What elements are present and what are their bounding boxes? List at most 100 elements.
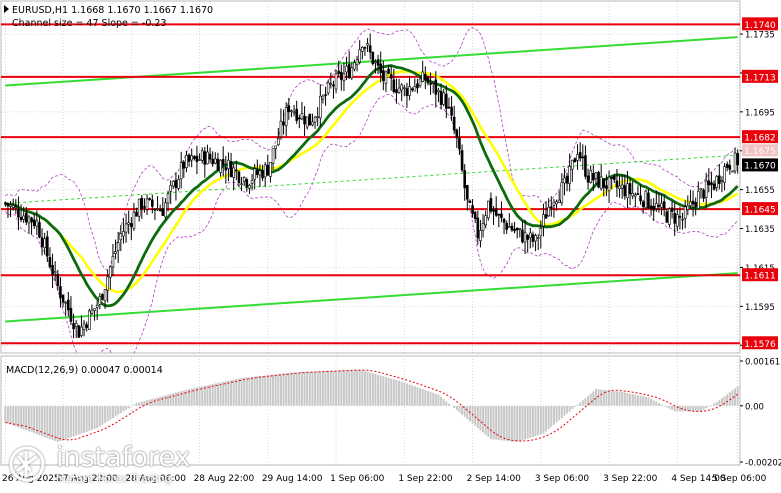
macd-histogram-bar: [182, 390, 185, 406]
macd-histogram-bar: [9, 405, 12, 425]
x-tick-label: 28 Aug 06:00: [125, 474, 186, 484]
candle-body: [232, 167, 235, 178]
macd-histogram-bar: [59, 405, 62, 442]
candle-body: [647, 192, 650, 209]
macd-histogram-bar: [153, 398, 156, 406]
macd-histogram-bar: [258, 376, 261, 406]
candle-body: [206, 151, 209, 165]
candle-body: [124, 223, 128, 233]
macd-histogram-bar: [106, 405, 109, 422]
macd-histogram-bar: [80, 405, 83, 434]
macd-histogram-bar: [697, 405, 700, 412]
candle-body: [534, 235, 537, 242]
indicator-info: Channel size = 47 Slope = -0.23: [12, 18, 167, 29]
candle-body: [387, 68, 390, 74]
macd-histogram-bar: [592, 391, 595, 406]
macd-histogram-bar: [479, 405, 482, 431]
moving-average-slow: [4, 64, 739, 308]
candle-body: [678, 216, 682, 218]
macd-histogram-bar: [33, 405, 36, 434]
x-tick-label: 28 Aug 22:00: [194, 474, 255, 484]
macd-histogram-bar: [245, 377, 248, 406]
macd-histogram-bar: [468, 405, 471, 422]
candle-body: [311, 121, 314, 126]
candle-body: [114, 251, 117, 254]
macd-histogram-bar: [694, 405, 697, 412]
macd-histogram-bar: [83, 405, 86, 433]
macd-histogram-bar: [563, 405, 566, 416]
macd-histogram-bar: [734, 388, 737, 406]
macd-histogram-bar: [180, 391, 183, 406]
candle-body: [103, 289, 107, 302]
macd-histogram-bar: [69, 405, 72, 438]
candle-body: [736, 153, 739, 166]
candle-body: [174, 179, 178, 188]
candle-body: [531, 234, 535, 242]
candle-body: [235, 169, 238, 172]
macd-histogram-bar: [650, 398, 653, 406]
macd-histogram-bar: [461, 405, 464, 415]
level-badge-label: 1.1576: [744, 340, 776, 350]
candle-body: [550, 206, 553, 209]
macd-histogram-bar: [453, 405, 456, 409]
candle-body: [158, 209, 162, 212]
candle-body: [392, 79, 396, 92]
macd-histogram-bar: [539, 405, 542, 435]
macd-histogram-bar: [589, 393, 592, 406]
candle-body: [319, 95, 322, 119]
macd-histogram-bar: [211, 384, 214, 406]
hidden-price-label: 1.1675: [744, 147, 776, 157]
candle-body: [187, 154, 191, 162]
macd-histogram-bar: [665, 405, 668, 408]
macd-histogram-bar: [98, 405, 101, 427]
macd-signal-line: [5, 369, 738, 442]
macd-histogram-bar: [201, 386, 204, 406]
macd-histogram-bar: [348, 370, 351, 406]
candle-body: [429, 83, 432, 85]
macd-histogram-bar: [117, 405, 120, 415]
macd-histogram-bar: [508, 405, 511, 442]
macd-histogram-bar: [458, 405, 461, 413]
macd-histogram-bar: [713, 403, 716, 406]
macd-histogram-bar: [497, 405, 500, 441]
macd-histogram-bar: [109, 405, 112, 420]
candle-body: [395, 89, 398, 94]
candle-body: [140, 197, 144, 210]
macd-histogram-bar: [96, 405, 99, 429]
macd-histogram-bar: [466, 405, 469, 420]
candle-body: [164, 202, 167, 218]
candle-body: [471, 205, 474, 215]
candle-body: [508, 226, 511, 228]
macd-histogram-bar: [266, 375, 269, 406]
macd-histogram-bar: [46, 405, 49, 439]
macd-histogram-bar: [642, 396, 645, 406]
candle-body: [242, 177, 246, 182]
symbol-arrow-icon: [4, 5, 9, 13]
macd-histogram-bar: [51, 405, 54, 441]
candle-body: [712, 183, 716, 190]
candle-body: [434, 79, 438, 95]
candle-body: [416, 83, 419, 89]
candle-body: [502, 218, 506, 223]
macd-histogram-bar: [718, 400, 721, 406]
candle-body: [216, 158, 220, 171]
candle-body: [137, 198, 141, 217]
candle-body: [571, 159, 574, 170]
macd-histogram-bar: [503, 405, 506, 441]
candle-body: [526, 235, 529, 240]
candle-body: [563, 177, 566, 184]
support-resistance-levels[interactable]: [1, 23, 740, 345]
macd-histogram-bar: [272, 374, 275, 406]
candle-body: [382, 70, 385, 81]
macd-histogram-bar: [529, 405, 532, 438]
macd-histogram-bar: [188, 389, 191, 406]
macd-histogram-bar: [489, 405, 492, 440]
macd-histogram-bar: [731, 390, 734, 406]
macd-histogram-bar: [251, 376, 254, 406]
candlesticks: [4, 33, 739, 339]
candle-body: [130, 223, 133, 227]
candle-body: [219, 160, 222, 173]
macd-histogram-bar: [269, 374, 272, 406]
candle-body: [660, 202, 663, 208]
